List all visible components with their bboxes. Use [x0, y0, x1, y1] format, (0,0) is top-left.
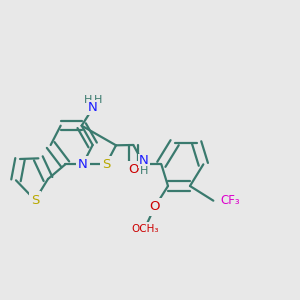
Text: N: N	[78, 158, 88, 171]
Text: H: H	[140, 166, 148, 176]
Text: OCH₃: OCH₃	[131, 224, 158, 234]
Text: S: S	[102, 158, 110, 171]
Text: O: O	[149, 200, 160, 214]
Text: N: N	[88, 101, 98, 114]
Text: CF₃: CF₃	[221, 194, 241, 207]
Text: N: N	[139, 154, 149, 167]
Text: S: S	[31, 194, 39, 206]
Text: H: H	[94, 95, 102, 105]
Text: O: O	[128, 163, 139, 176]
Text: H: H	[84, 95, 93, 105]
